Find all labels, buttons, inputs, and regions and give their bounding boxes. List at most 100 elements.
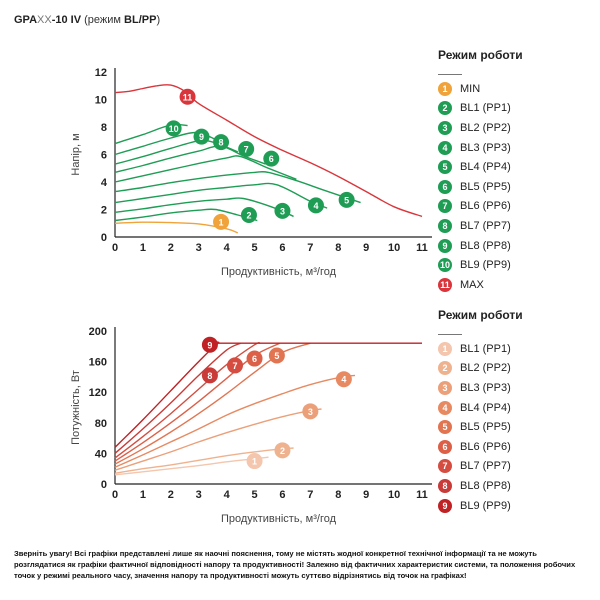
head-x-tick-label: 11 <box>416 242 428 254</box>
legend-power-item: 4 BL4 (PP4) <box>438 398 598 418</box>
power-x-tick-label: 9 <box>363 489 369 501</box>
legend-power-badge: 4 <box>438 400 452 415</box>
head-series-marker-label: 1 <box>219 217 224 227</box>
legend-head-badge: 10 <box>438 258 452 273</box>
head-series-marker-label: 11 <box>183 92 193 102</box>
mode-open: (режим <box>81 14 125 26</box>
legend-divider <box>438 74 462 75</box>
legend-head-label: BL8 (PP8) <box>460 239 511 252</box>
legend-power-label: BL2 (PP2) <box>460 362 511 375</box>
legend-head-badge: 11 <box>438 277 452 292</box>
legend-head-item: 7 BL6 (PP6) <box>438 197 598 217</box>
head-series-marker-label: 5 <box>344 195 349 205</box>
power-series-marker <box>227 357 244 374</box>
head-x-tick-label: 6 <box>279 242 285 254</box>
legend-power-label: BL1 (PP1) <box>460 342 511 355</box>
power-x-tick-label: 5 <box>251 489 257 501</box>
power-series-marker-label: 5 <box>274 351 279 361</box>
head-series-marker <box>179 88 196 105</box>
power-y-tick-label: 120 <box>89 387 107 399</box>
legend-head-item: 8 BL7 (PP7) <box>438 216 598 236</box>
head-series-marker <box>307 197 324 214</box>
legend-power-label: BL8 (PP8) <box>460 479 511 492</box>
legend-power-item: 8 BL8 (PP8) <box>438 476 598 496</box>
head-y-tick-label: 12 <box>95 67 107 79</box>
legend-head-badge: 7 <box>438 199 452 214</box>
power-y-tick-label: 0 <box>101 479 107 491</box>
legend-head-label: BL2 (PP2) <box>460 121 511 134</box>
legend-power-list: 1 BL1 (PP1) 2 BL2 (PP2) 3 BL3 (PP3) 4 BL4 (PP4)… <box>438 339 598 515</box>
legend-power-label: BL4 (PP4) <box>460 401 511 414</box>
legend-power-label: BL3 (PP3) <box>460 381 511 394</box>
head-series-marker <box>263 150 280 167</box>
model-prefix: GPA <box>14 14 38 26</box>
legend-head-item: 2 BL1 (PP1) <box>438 99 598 119</box>
head-x-tick-label: 4 <box>224 242 231 254</box>
head-x-tick-label: 9 <box>363 242 369 254</box>
power-x-tick-label: 2 <box>168 489 174 501</box>
head-series-marker <box>238 141 255 157</box>
legend-power-item: 1 BL1 (PP1) <box>438 339 598 359</box>
legend-head-list: 1 MIN 2 BL1 (PP1) 3 BL2 (PP2) 4 BL3 (PP3) 5 BL4 (… <box>438 79 598 295</box>
power-series-line <box>114 342 261 459</box>
head-series-line <box>114 182 328 209</box>
head-series-marker <box>193 128 210 145</box>
head-series-marker-label: 9 <box>199 132 204 142</box>
head-series-marker <box>274 202 291 219</box>
power-x-tick-label: 8 <box>335 489 341 501</box>
power-x-tick-label: 1 <box>140 489 146 501</box>
power-series-line <box>114 456 269 476</box>
power-series-marker-label: 6 <box>252 354 257 364</box>
legend-head-label: BL1 (PP1) <box>460 102 511 115</box>
head-series-line <box>114 170 361 204</box>
head-x-tick-label: 8 <box>335 242 341 254</box>
legend-head-badge: 5 <box>438 160 452 175</box>
head-series-marker <box>213 213 230 230</box>
head-x-axis-label: Продуктивність, м³/год <box>221 266 337 278</box>
power-x-tick-label: 7 <box>307 489 313 501</box>
power-x-tick-label: 11 <box>416 489 428 501</box>
legend-head-label: MIN <box>460 82 481 95</box>
legend-power-title: Режим роботи <box>438 308 523 322</box>
power-series-marker <box>201 367 218 384</box>
power-x-axis-label: Продуктивність, м³/год <box>221 513 337 525</box>
power-y-tick-label: 40 <box>95 448 107 460</box>
head-y-tick-label: 0 <box>101 232 107 244</box>
head-x-tick-label: 7 <box>307 242 313 254</box>
head-x-tick-label: 5 <box>251 242 257 254</box>
legend-power-label: BL7 (PP7) <box>460 460 511 473</box>
legend-power-label: BL9 (PP9) <box>460 499 511 512</box>
legend-head-item: 5 BL4 (PP4) <box>438 157 598 177</box>
head-series-marker <box>338 191 355 208</box>
legend-head-badge: 1 <box>438 81 452 96</box>
power-series-line <box>114 342 241 454</box>
power-series-marker <box>302 403 319 420</box>
head-series-line <box>114 197 294 218</box>
legend-power-label: BL6 (PP6) <box>460 440 511 453</box>
legend-power-item: 2 BL2 (PP2) <box>438 359 598 379</box>
legend-head-label: BL6 (PP6) <box>460 200 511 213</box>
head-y-tick-label: 8 <box>101 122 107 134</box>
legend-head-badge: 9 <box>438 238 452 253</box>
legend-head-badge: 4 <box>438 140 452 155</box>
head-series-marker-label: 2 <box>246 211 251 221</box>
power-series-marker-label: 8 <box>207 371 212 381</box>
model-placeholder: XX <box>37 14 52 26</box>
power-series-marker-label: 4 <box>341 375 346 385</box>
head-x-tick-label: 1 <box>140 242 146 254</box>
power-series-marker <box>201 336 218 353</box>
head-y-tick-label: 2 <box>101 205 107 217</box>
head-series-marker <box>213 134 230 151</box>
legend-head-mode: Режим роботи 1 MIN 2 BL1 (PP1) 3 BL2 (PP2) 4 BL… <box>438 48 598 295</box>
head-series-line <box>114 155 297 183</box>
power-series-marker <box>246 453 263 470</box>
head-x-tick-label: 0 <box>112 242 118 254</box>
legend-head-label: MAX <box>460 278 484 291</box>
power-x-tick-label: 0 <box>112 489 118 501</box>
head-series-line <box>114 208 258 222</box>
legend-power-mode: Режим роботи 1 BL1 (PP1) 2 BL2 (PP2) 3 BL3 (P… <box>438 308 598 515</box>
power-x-tick-label: 3 <box>196 489 202 501</box>
head-series-line <box>114 123 188 145</box>
legend-head-label: BL4 (PP4) <box>460 161 511 174</box>
